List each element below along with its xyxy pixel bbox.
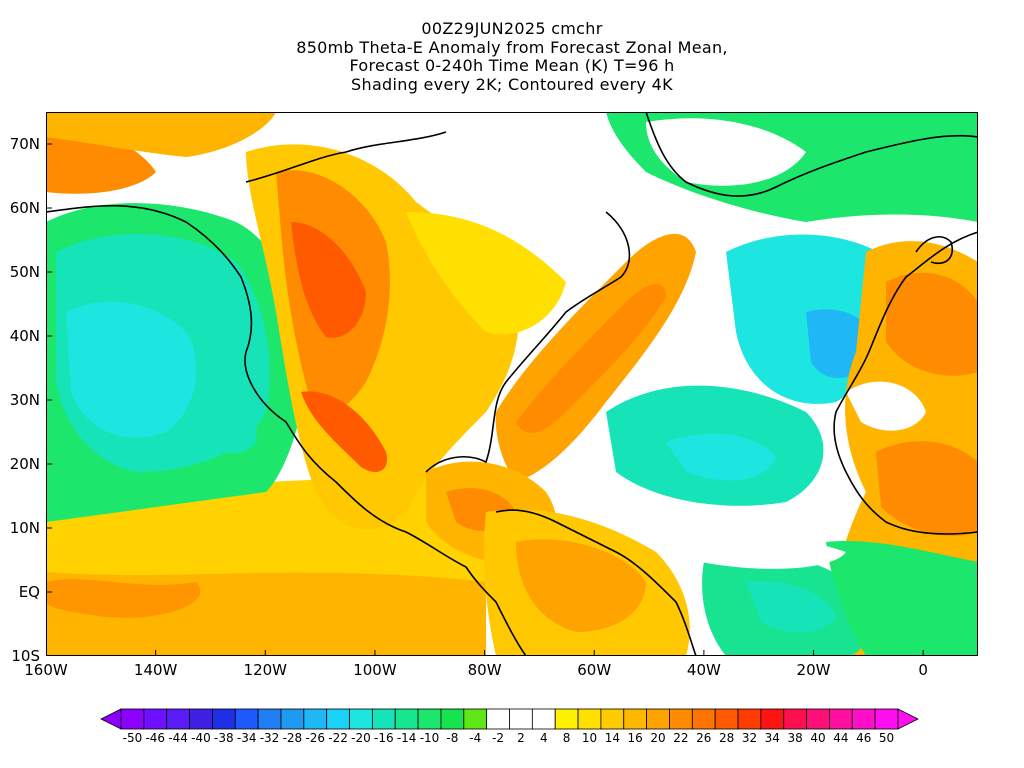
colorbar-swatch <box>371 708 396 730</box>
colorbar-label: 38 <box>787 731 803 745</box>
title-line-3: Forecast 0-240h Time Mean (K) T=96 h <box>349 56 675 75</box>
colorbar-label: 22 <box>673 731 689 745</box>
tick-marks <box>46 143 924 656</box>
colorbar-label: -44 <box>168 731 188 745</box>
title-line-4: Shading every 2K; Contoured every 4K <box>351 74 673 94</box>
colorbar-swatch <box>874 708 899 730</box>
colorbar-high-arrow <box>897 708 919 730</box>
lon-label: 160W <box>24 661 68 679</box>
colorbar-label: 46 <box>856 731 872 745</box>
colorbar-label: -10 <box>419 731 440 745</box>
colorbar-swatch <box>623 708 648 730</box>
colorbar-swatch <box>509 708 533 730</box>
lat-label: 40N <box>9 327 40 345</box>
colorbar-swatch <box>737 708 762 730</box>
colorbar-swatch <box>189 708 213 730</box>
colorbar-swatch <box>600 708 625 730</box>
colorbar-swatch <box>143 708 168 730</box>
coastlines <box>46 112 978 656</box>
colorbar-label: -16 <box>373 731 394 745</box>
lat-label: 10N <box>9 519 40 537</box>
colorbar-swatch <box>806 708 830 730</box>
lon-label: 100W <box>353 661 397 679</box>
colorbar-swatch <box>463 708 488 730</box>
colorbar-swatch <box>120 708 145 730</box>
colorbar-swatch <box>531 708 556 730</box>
title-block: 00Z29JUN2025 cmchr 850mb Theta-E Anomaly… <box>0 19 1024 94</box>
lon-label: 0 <box>918 661 928 679</box>
lon-label: 120W <box>243 661 288 679</box>
colorbar-low-arrow <box>100 708 122 730</box>
colorbar-label: -20 <box>351 731 371 745</box>
lat-label: 20N <box>9 455 40 473</box>
colorbar-label: 4 <box>539 731 548 745</box>
colorbar-label: 26 <box>696 731 712 745</box>
shading-layer <box>46 112 978 656</box>
colorbar-swatch <box>257 708 282 730</box>
colorbar-label: 14 <box>604 731 620 745</box>
colorbar-swatch <box>166 708 190 730</box>
lon-label: 20W <box>796 661 831 679</box>
lat-label: 10S <box>11 647 40 665</box>
colorbar <box>100 708 919 730</box>
colorbar-label: 32 <box>741 731 758 745</box>
colorbar-swatch <box>212 708 236 730</box>
colorbar-label: -40 <box>191 731 211 745</box>
anomaly-map <box>46 112 978 656</box>
colorbar-swatch <box>326 708 350 730</box>
lon-label: 40W <box>686 661 721 679</box>
lon-label: 80W <box>467 661 502 679</box>
colorbar-swatch <box>349 708 373 730</box>
colorbar-label: -34 <box>236 731 257 745</box>
colorbar-swatch <box>394 708 419 730</box>
colorbar-label: 44 <box>833 731 849 745</box>
colorbar-swatch <box>851 708 876 730</box>
colorbar-swatch <box>417 708 442 730</box>
colorbar-swatch <box>440 708 465 730</box>
colorbar-label: -4 <box>469 731 482 745</box>
lat-label: 50N <box>9 263 40 281</box>
colorbar-swatch <box>554 708 579 730</box>
colorbar-label: 28 <box>718 731 735 745</box>
colorbar-label: -26 <box>305 731 326 745</box>
colorbar-swatch <box>691 708 716 730</box>
colorbar-label: 2 <box>517 731 525 745</box>
colorbar-label: -28 <box>282 731 303 745</box>
colorbar-swatch <box>760 708 785 730</box>
colorbar-label: -14 <box>396 731 417 745</box>
colorbar-swatch <box>714 708 739 730</box>
colorbar-label: 34 <box>764 731 780 745</box>
lat-label: 60N <box>9 199 40 217</box>
title-line-1: 00Z29JUN2025 cmchr <box>421 19 603 38</box>
colorbar-swatch <box>646 708 670 730</box>
colorbar-label: 40 <box>810 731 826 745</box>
colorbar-swatch <box>486 708 510 730</box>
colorbar-label: -38 <box>214 731 234 745</box>
colorbar-label: -32 <box>259 731 280 745</box>
colorbar-label: -8 <box>446 731 459 745</box>
lon-label: 60W <box>577 661 612 679</box>
colorbar-label: 20 <box>650 731 666 745</box>
colorbar-label: 16 <box>627 731 643 745</box>
colorbar-label: 8 <box>562 731 571 745</box>
lat-label: 30N <box>9 391 40 409</box>
colorbar-swatch <box>783 708 807 730</box>
colorbar-label: 50 <box>878 731 895 745</box>
colorbar-label: -46 <box>145 731 166 745</box>
colorbar-label: -2 <box>492 731 505 745</box>
lat-label: EQ <box>18 583 40 601</box>
colorbar-swatch <box>280 708 305 730</box>
colorbar-swatch <box>577 708 602 730</box>
lon-label: 140W <box>133 661 178 679</box>
colorbar-label: 10 <box>581 731 598 745</box>
colorbar-label: -50 <box>122 731 143 745</box>
title-line-2: 850mb Theta-E Anomaly from Forecast Zona… <box>296 37 728 57</box>
map-border <box>46 112 978 656</box>
colorbar-label: -22 <box>328 731 348 745</box>
lat-label: 70N <box>9 135 40 153</box>
colorbar-swatch <box>669 708 693 730</box>
colorbar-swatch <box>234 708 259 730</box>
colorbar-swatch <box>303 708 328 730</box>
colorbar-swatch <box>829 708 853 730</box>
